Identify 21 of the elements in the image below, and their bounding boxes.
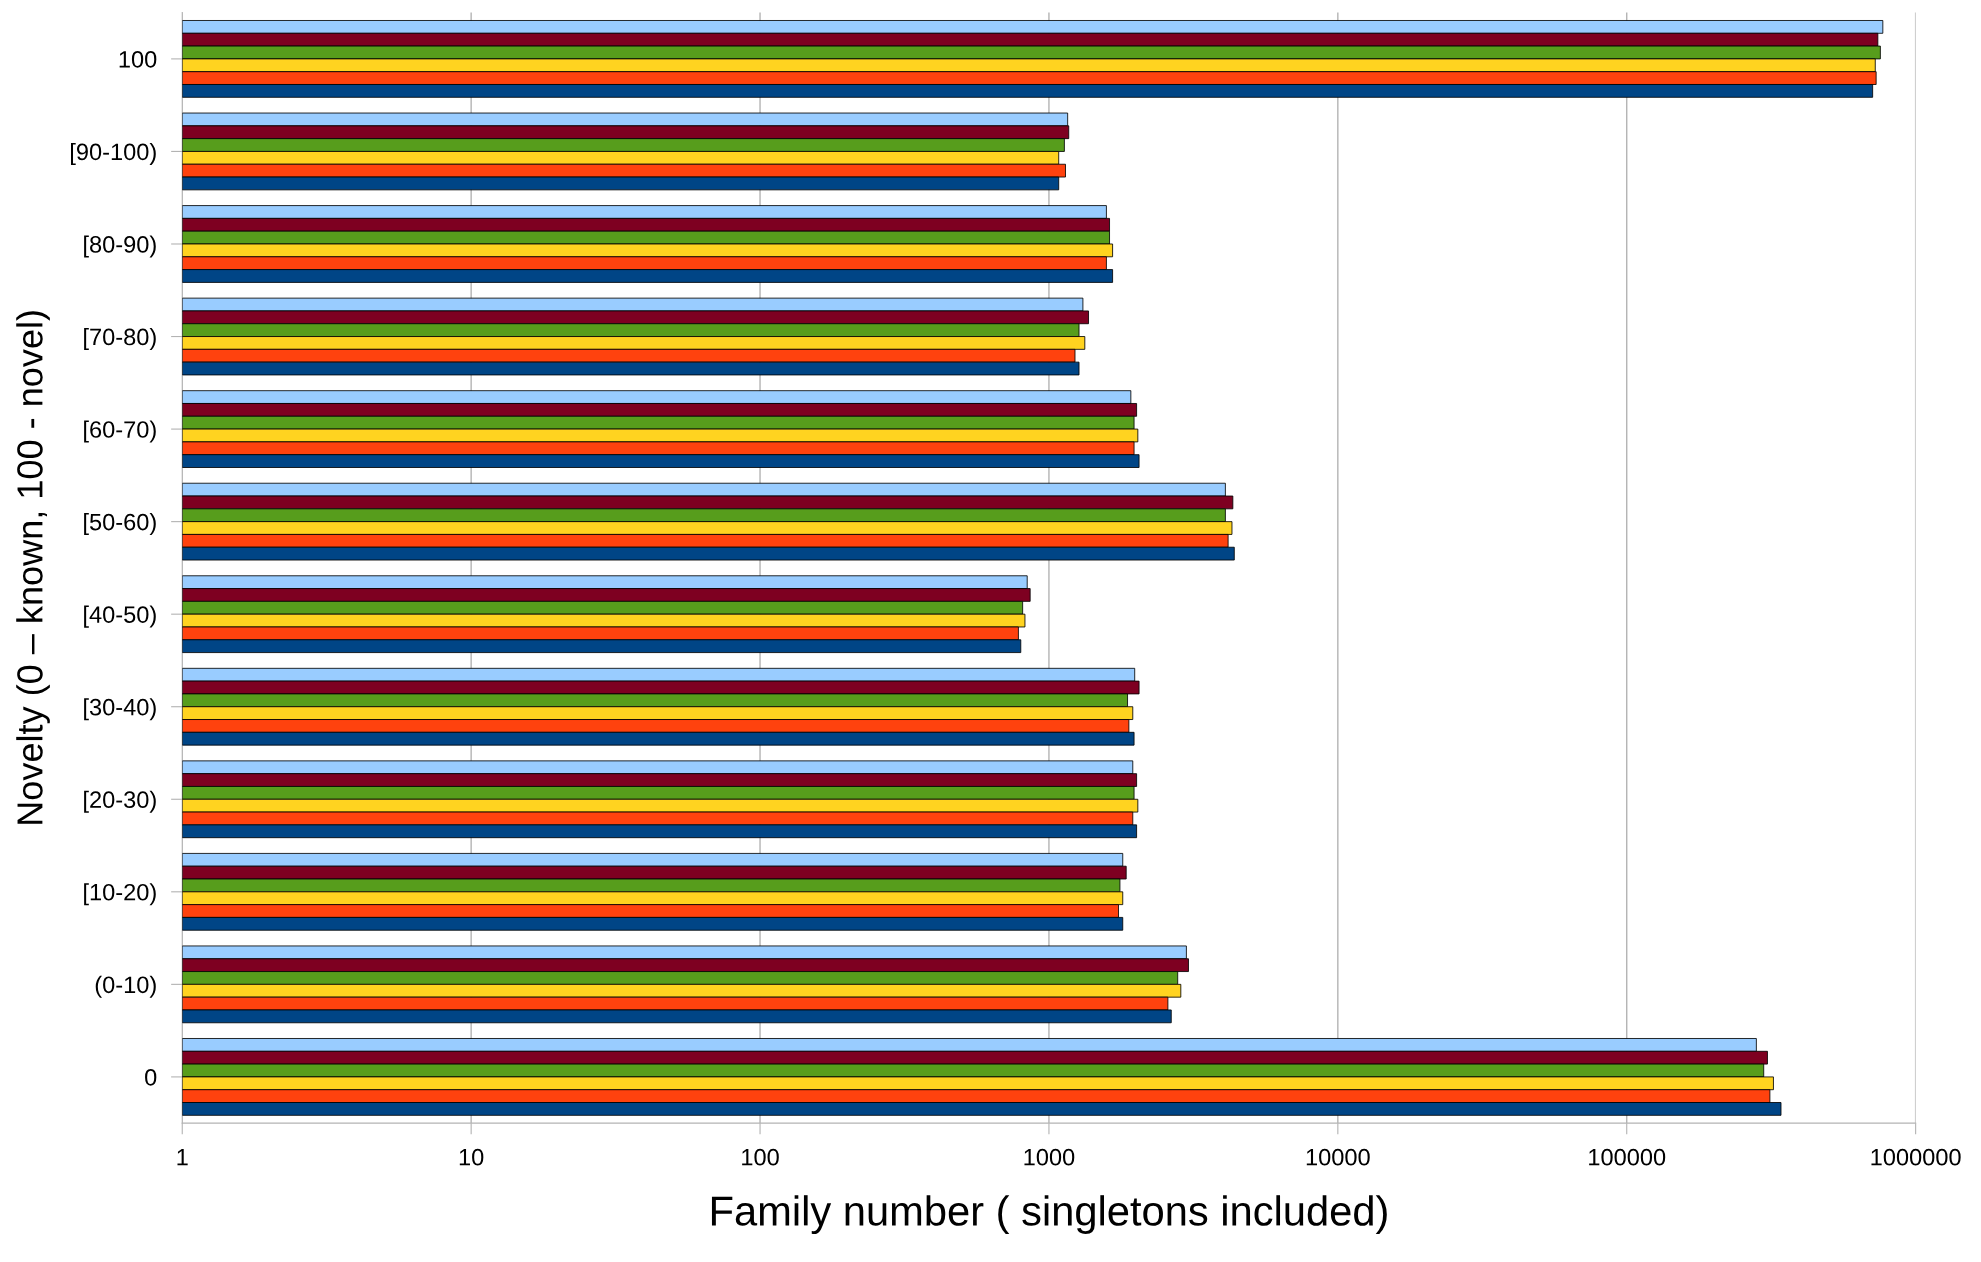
y-tick-label: [20-30) [84,790,156,813]
y-tick-label: [70-80) [84,327,156,350]
x-tick-label: 100 [742,1148,779,1166]
y-tick-label: [10-20) [84,883,156,906]
y-tick-label: [50-60) [84,513,156,536]
y-tick-label: 100 [119,50,157,68]
x-tick-label: 10 [459,1148,484,1166]
y-tick-label: [60-70) [84,420,156,443]
y-tick-label: (0-10) [95,975,156,998]
x-tick-label: 1000 [1024,1148,1075,1166]
y-axis-title: Novelty (0 – known, 100 - novel) [16,311,50,824]
y-tick-label: [90-100) [71,142,156,165]
y-tick-label: 0 [145,1068,157,1086]
x-tick-label: 100000 [1589,1148,1666,1166]
y-tick-label: [80-90) [84,235,156,258]
y-tick-label: [40-50) [84,605,156,628]
x-tick-label: 1000000 [1871,1148,1961,1166]
y-tick-label: [30-40) [84,698,156,721]
x-axis-title: Family number ( singletons included) [711,1195,1387,1235]
x-tick-label: 1 [177,1149,188,1166]
x-tick-label: 10000 [1306,1148,1370,1166]
